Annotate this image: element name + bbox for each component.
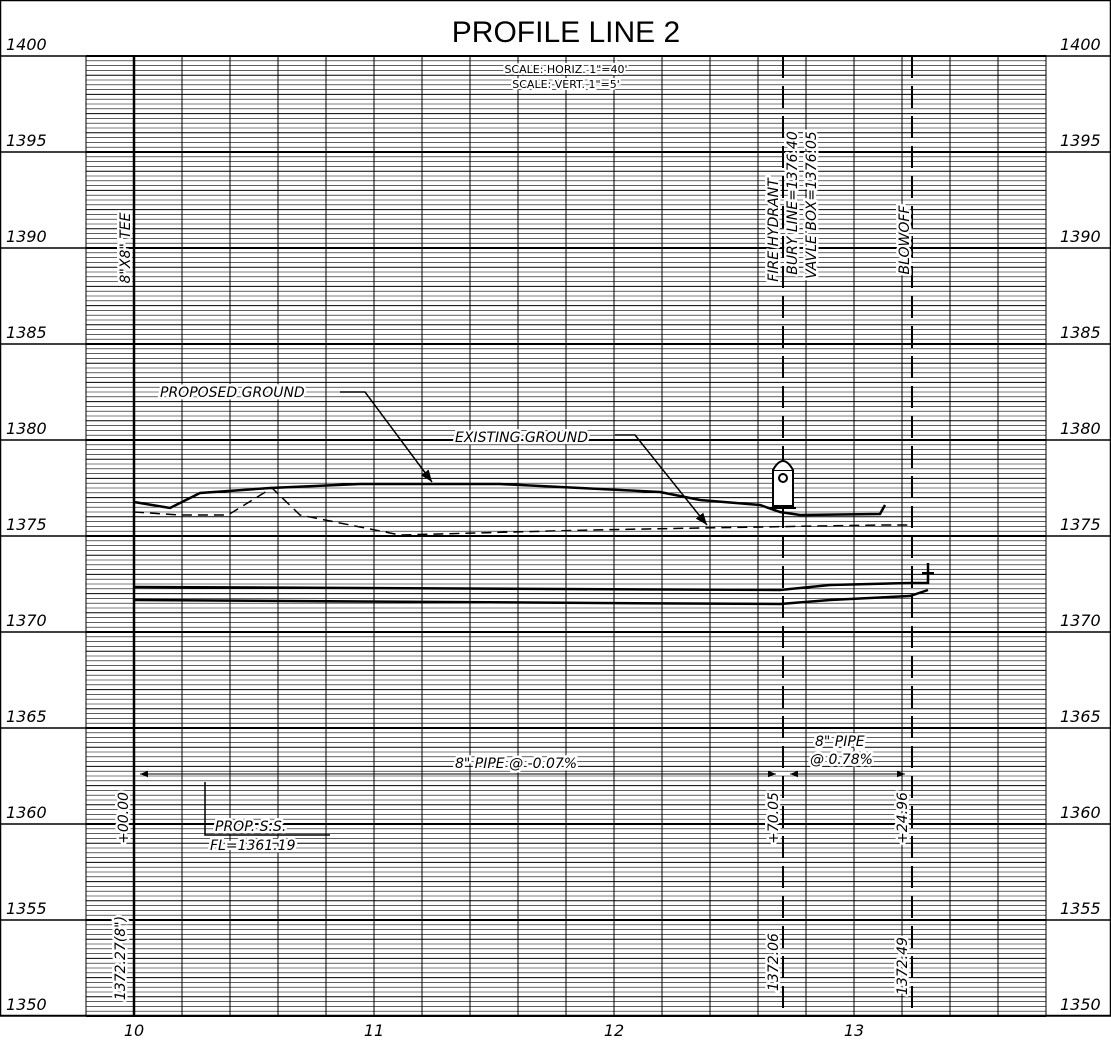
pipe-top [133, 563, 930, 592]
elevation-label: 1380 [1060, 419, 1101, 438]
annotation: PROPOSED GROUND [160, 385, 305, 401]
annotation: 1372.49 [895, 937, 911, 995]
station-label: 12 [604, 1021, 624, 1040]
axis-labels: 1400 1400 1395 1395 1390 1390 1385 1385 1380 1380… [6, 35, 1101, 1040]
elevation-label: 1390 [1060, 227, 1101, 246]
title: PROFILE LINE 2 [452, 16, 680, 49]
scale-note: SCALE: HORIZ. 1"=40' [504, 63, 627, 76]
leader [204, 782, 330, 836]
elevation-label: 1375 [1060, 515, 1101, 534]
station-label: 10 [124, 1021, 144, 1040]
elevation-label: 1365 [6, 707, 47, 726]
annotation: +70.05 [766, 792, 782, 844]
elevation-label: 1380 [6, 419, 47, 438]
elevation-label: 1395 [1060, 131, 1101, 150]
hydrant-symbol [770, 460, 796, 509]
elevation-label: 1400 [6, 35, 47, 54]
elevation-label: 1360 [6, 803, 47, 822]
elevation-label: 1370 [1060, 611, 1101, 630]
annotation: @ 0.78% [810, 752, 873, 768]
annotation: 8" PIPE @ -0.07% [455, 756, 577, 772]
leader [615, 434, 708, 526]
annotation: 1372.27(8") [113, 916, 129, 1000]
pipe-bottom [133, 588, 929, 606]
elevation-label: 1390 [6, 227, 47, 246]
elevation-label: 1355 [6, 899, 47, 918]
annotation: BLOWOFF [897, 205, 913, 275]
existing-ground [133, 487, 910, 536]
annotation: +00.00 [116, 792, 132, 844]
annotation: 8"X8" TEE [118, 212, 134, 283]
elevation-label: 1375 [6, 515, 47, 534]
scale-note: SCALE: VERT. 1"=5' [512, 78, 620, 91]
elevation-label: 1365 [1060, 707, 1101, 726]
elevation-label: 1385 [1060, 323, 1101, 342]
elevation-label: 1370 [6, 611, 47, 630]
annotation: 1372.06 [766, 933, 782, 991]
annotation: FIRE HYDRANT [766, 177, 782, 282]
annotation: PROP. S.S. [215, 819, 286, 835]
grid [0, 55, 1111, 1017]
elevation-label: 1395 [6, 131, 47, 150]
elevation-label: 1350 [6, 995, 47, 1014]
annotation: +24.96 [895, 792, 911, 844]
leader [340, 391, 433, 483]
proposed-ground [133, 482, 887, 517]
annotation: FL=1361.19 [210, 838, 296, 854]
annotation: BURY LINE=1376.40 [785, 131, 801, 275]
annotation: 8" PIPE [815, 734, 865, 750]
elevation-label: 1355 [1060, 899, 1101, 918]
station-label: 13 [844, 1021, 864, 1040]
elevation-label: 1385 [6, 323, 47, 342]
annotation: EXISTING GROUND [455, 430, 588, 446]
elevation-label: 1350 [1060, 995, 1101, 1014]
annotation: VAVLE BOX=1376.05 [804, 131, 820, 279]
station-label: 11 [364, 1021, 384, 1040]
elevation-label: 1400 [1060, 35, 1101, 54]
elevation-label: 1360 [1060, 803, 1101, 822]
